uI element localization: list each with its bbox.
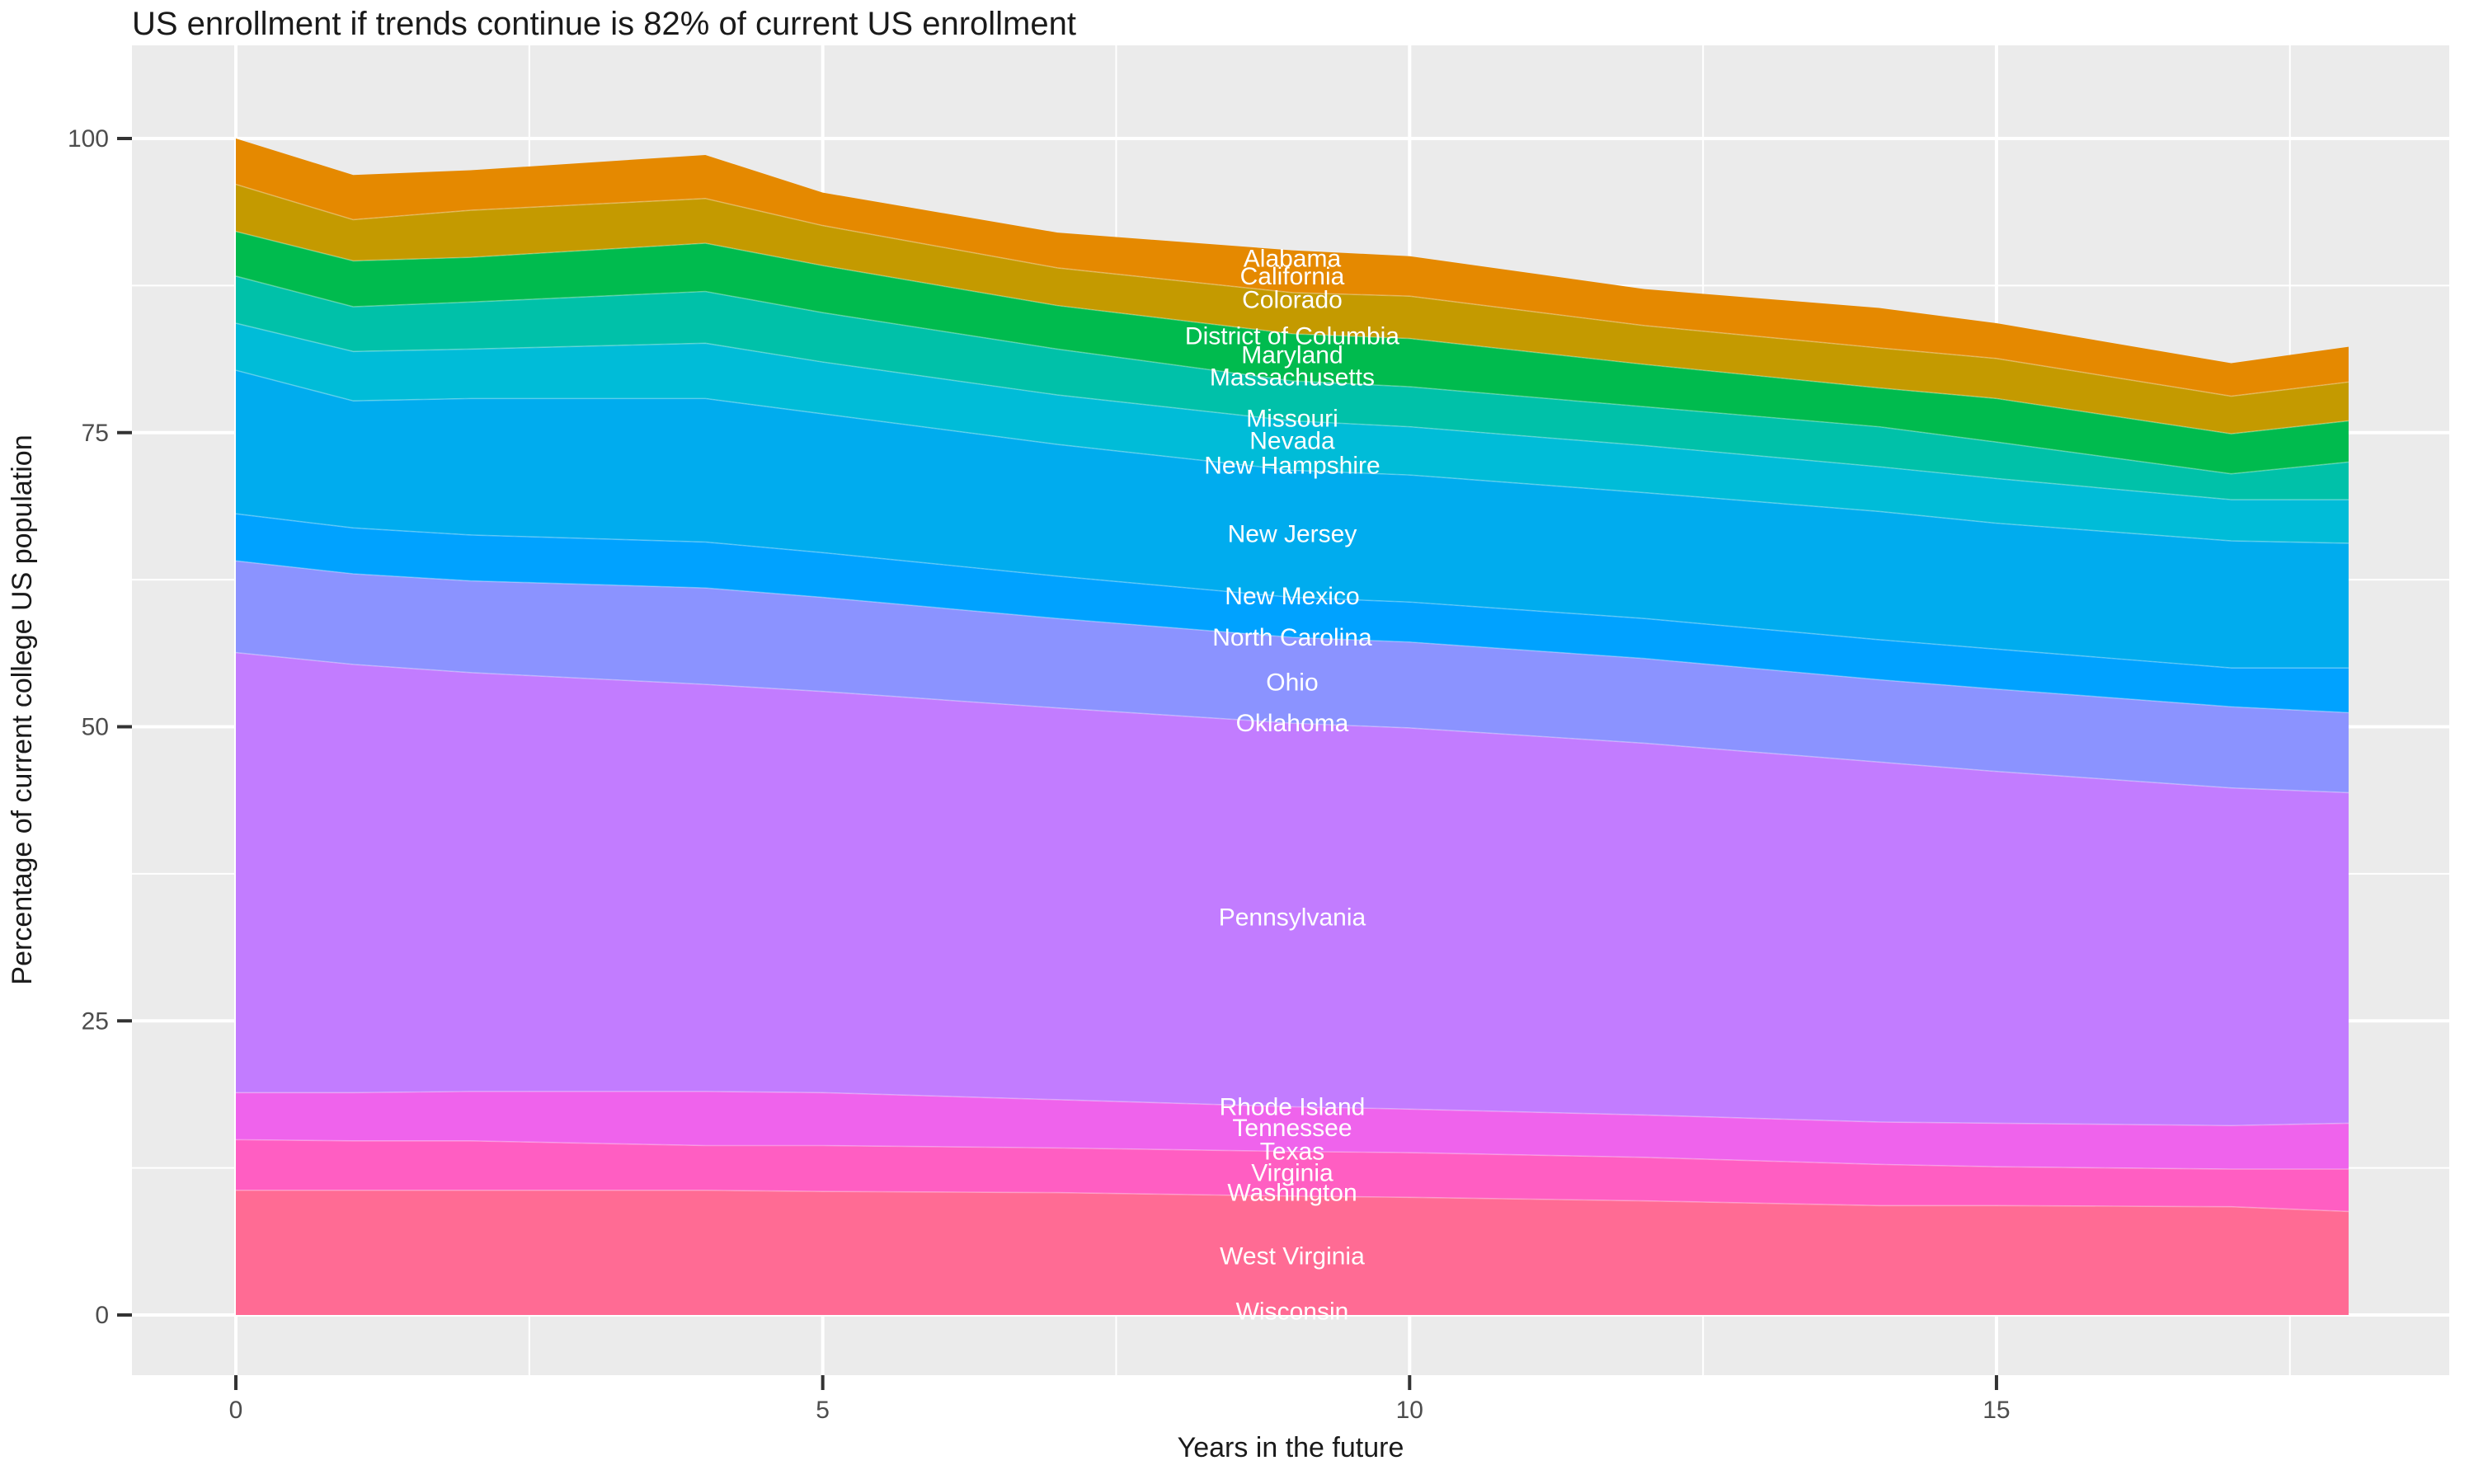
x-tick-label: 5	[816, 1397, 830, 1424]
chart-title: US enrollment if trends continue is 82% …	[132, 6, 1076, 42]
band-boundary	[235, 275, 2349, 475]
state-label: Tennessee	[1232, 1115, 1352, 1142]
state-label: Wisconsin	[1236, 1298, 1349, 1326]
x-tick-label: 15	[1982, 1397, 2010, 1424]
y-axis-title: Percentage of current college US populat…	[7, 434, 38, 984]
area-band-blue	[236, 514, 2349, 713]
band-boundary	[236, 1091, 2349, 1127]
state-label: California	[1240, 263, 1345, 290]
state-label: Alabama	[1244, 246, 1342, 273]
band-boundary	[235, 183, 2349, 397]
band-boundary	[235, 1139, 2349, 1170]
area-band-magenta	[236, 1091, 2349, 1170]
x-tick-label: 10	[1396, 1397, 1423, 1424]
y-tick-label: 0	[95, 1302, 109, 1329]
y-tick-label: 75	[82, 420, 109, 447]
state-label: Nevada	[1249, 428, 1335, 455]
area-band-bigcyan	[236, 370, 2349, 669]
state-label: Rhode Island	[1220, 1093, 1366, 1120]
state-label: West Virginia	[1220, 1243, 1365, 1270]
band-boundary	[235, 369, 2349, 544]
area-band-green	[236, 231, 2349, 474]
x-axis-title: Years in the future	[1178, 1432, 1404, 1463]
state-label: New Mexico	[1225, 583, 1359, 610]
state-label: Colorado	[1242, 286, 1343, 313]
y-tick-label: 100	[68, 125, 109, 153]
band-boundary-lines	[235, 183, 2349, 1213]
area-band-periwinkle	[236, 561, 2349, 793]
state-label: Pennsylvania	[1219, 904, 1366, 932]
state-label: Oklahoma	[1236, 710, 1349, 737]
state-label: Maryland	[1241, 342, 1343, 369]
band-boundary	[235, 513, 2349, 669]
band-boundary	[236, 1189, 2349, 1213]
axis-tick-marks	[117, 137, 1998, 1390]
x-tick-label: 0	[229, 1397, 243, 1424]
area-band-gold	[236, 184, 2349, 434]
area-band-orange	[236, 139, 2349, 397]
y-tick-label: 25	[82, 1007, 109, 1035]
area-band-hotpink	[236, 1139, 2349, 1212]
state-label: Massachusetts	[1210, 364, 1375, 392]
area-band-tealcyan	[236, 323, 2349, 543]
state-label: Virginia	[1251, 1159, 1333, 1186]
area-band-salmon	[236, 1190, 2349, 1315]
band-boundary	[235, 560, 2349, 714]
band-boundary	[235, 230, 2349, 434]
state-label: District of Columbia	[1185, 323, 1399, 350]
state-label: New Hampshire	[1204, 453, 1380, 480]
state-label: Texas	[1260, 1139, 1324, 1166]
band-boundary	[235, 322, 2349, 500]
state-label: Missouri	[1246, 406, 1338, 433]
state-label: Washington	[1227, 1180, 1357, 1207]
axis-tick-labels: 0 5 10 15 0 25 50 75 100	[68, 125, 2011, 1424]
state-label: North Carolina	[1212, 624, 1372, 651]
band-boundary	[235, 651, 2349, 794]
state-label: Ohio	[1266, 669, 1318, 696]
area-band-purple	[236, 652, 2349, 1126]
y-tick-label: 50	[82, 714, 109, 741]
area-band-teal	[236, 275, 2349, 500]
area-bands	[236, 139, 2349, 1315]
state-label: New Jersey	[1228, 520, 1357, 547]
